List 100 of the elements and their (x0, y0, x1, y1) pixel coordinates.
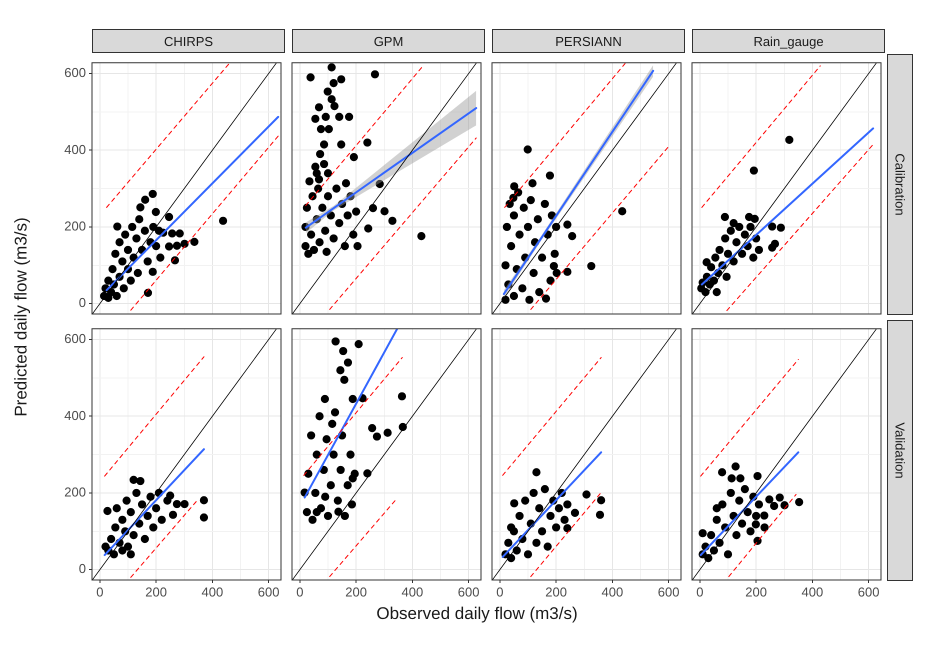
point (735, 496, 744, 505)
point (190, 238, 198, 246)
point (348, 474, 357, 482)
point (563, 500, 572, 509)
y-tick-label: 600 (64, 331, 86, 346)
point (738, 250, 746, 258)
point (711, 254, 720, 262)
point (795, 498, 804, 506)
point (515, 512, 524, 520)
point (128, 222, 136, 232)
point (134, 268, 142, 278)
point (501, 261, 510, 270)
point (524, 222, 532, 232)
point (339, 346, 348, 356)
point (348, 394, 357, 404)
point (138, 500, 146, 509)
point (144, 257, 152, 266)
point (311, 114, 320, 123)
x-tick-label: 400 (402, 584, 424, 600)
point (722, 272, 731, 281)
point (126, 550, 135, 558)
point (328, 95, 336, 104)
point (535, 504, 544, 512)
point (535, 288, 544, 296)
point (524, 145, 532, 154)
x-tick-label: 0 (496, 584, 504, 600)
point (130, 476, 138, 484)
point (388, 216, 397, 225)
point (597, 496, 606, 504)
point (534, 215, 542, 224)
point (560, 516, 569, 524)
point (538, 527, 546, 536)
point (370, 70, 380, 78)
point (164, 212, 174, 222)
point (538, 254, 546, 262)
point (344, 358, 352, 367)
point (314, 175, 324, 184)
point (316, 125, 326, 134)
point (140, 226, 149, 235)
point (712, 288, 721, 296)
point (330, 102, 339, 110)
point (118, 546, 126, 555)
point (346, 450, 355, 459)
point (707, 263, 716, 272)
x-axis-title: Observed daily flow (m3/s) (375, 604, 579, 624)
point (122, 496, 131, 505)
point (520, 204, 528, 212)
point (126, 508, 135, 516)
point (324, 512, 332, 520)
point (141, 196, 150, 204)
point (126, 276, 135, 285)
point (132, 234, 141, 243)
point (335, 112, 344, 121)
point (316, 150, 324, 158)
point (546, 512, 555, 520)
x-tick-label: 600 (658, 584, 680, 600)
point (570, 508, 580, 517)
point (753, 472, 762, 480)
point (502, 222, 512, 232)
point (354, 340, 363, 348)
point (140, 534, 149, 544)
point (342, 179, 350, 188)
point (112, 504, 121, 512)
point (320, 140, 328, 149)
point (587, 262, 596, 270)
point (324, 192, 332, 200)
point (120, 284, 128, 292)
point (324, 169, 332, 178)
point (330, 79, 338, 88)
point (321, 226, 330, 235)
point (550, 250, 559, 258)
x-tick-label: 200 (145, 584, 167, 600)
point (348, 500, 356, 509)
point (552, 268, 561, 278)
point (310, 246, 318, 254)
point (168, 510, 178, 519)
point (315, 238, 324, 246)
point (344, 112, 354, 121)
point (152, 504, 160, 512)
point (718, 468, 726, 476)
point (322, 112, 330, 121)
point (107, 534, 116, 544)
point (322, 435, 331, 444)
point (712, 504, 721, 512)
x-tick-label: 600 (458, 584, 480, 600)
point (180, 500, 189, 508)
point (332, 184, 341, 193)
point (136, 476, 144, 486)
point (158, 516, 166, 524)
point (336, 466, 345, 474)
point (111, 523, 120, 532)
x-tick-label: 400 (202, 584, 224, 600)
point (350, 153, 358, 162)
point (746, 222, 755, 232)
point (730, 219, 738, 228)
point (318, 204, 326, 212)
point (344, 211, 352, 220)
point (702, 258, 711, 266)
point (103, 506, 112, 516)
point (724, 550, 732, 558)
